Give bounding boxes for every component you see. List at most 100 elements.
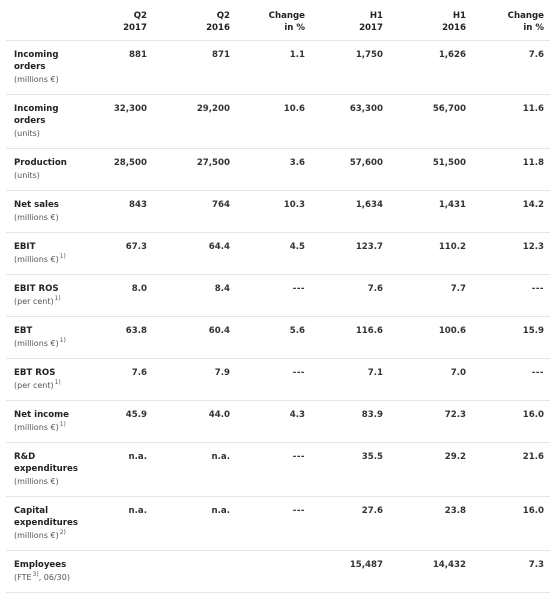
row-unit-text: (units)	[14, 129, 40, 138]
row-unit: (FTE3), 06/30)	[14, 572, 86, 584]
value-cell: 15,487	[309, 550, 386, 593]
value-cell: 8.0	[86, 274, 152, 317]
row-label: Production	[14, 158, 67, 168]
row-label-cell: Capital expenditures (millions €)2)	[6, 496, 86, 551]
value-cell: 23.8	[386, 496, 470, 551]
value-cell: 56,700	[386, 94, 470, 149]
value-cell: 7.6	[470, 40, 550, 95]
row-unit-text: (millions €)	[14, 423, 59, 432]
value-cell: n.a.	[152, 442, 234, 497]
value-cell: 29.2	[386, 442, 470, 497]
table-row: EBT (millions €)1) 63.8 60.4 5.6 116.6 100.6 15…	[6, 316, 550, 359]
value-cell: 116.6	[309, 316, 386, 359]
row-label-cell: EBIT ROS (per cent)1)	[6, 274, 86, 317]
value-cell: 67.3	[86, 232, 152, 275]
value-cell: 881	[86, 40, 152, 95]
value-cell: 11.8	[470, 148, 550, 191]
table-row: Net income (millions €)1) 45.9 44.0 4.3 83.9 7…	[6, 400, 550, 443]
row-unit-text: (millions €)	[14, 477, 59, 486]
value-cell: n.a.	[86, 442, 152, 497]
value-cell: 14,432	[386, 550, 470, 593]
value-cell: 16.0	[470, 496, 550, 551]
row-unit-text: (per cent)	[14, 297, 54, 306]
footnote-marker: 1)	[54, 295, 61, 302]
value-cell: 64.4	[152, 232, 234, 275]
row-unit: (millions €)	[14, 476, 86, 488]
row-label-cell: EBT (millions €)1)	[6, 316, 86, 359]
row-label-cell: Incoming orders (units)	[6, 94, 86, 149]
value-cell: 764	[152, 190, 234, 233]
key-figures-table: Q2 2017 Q2 2016 Change in % H1 2017 H1	[6, 4, 550, 593]
value-cell: 16.0	[470, 400, 550, 443]
table-row: Net sales (millions €) 843 764 10.3 1,634 1,43…	[6, 190, 550, 233]
value-cell: 63,300	[309, 94, 386, 149]
value-cell: 27,500	[152, 148, 234, 191]
value-cell: 44.0	[152, 400, 234, 443]
footnote-marker: 1)	[54, 379, 61, 386]
value-cell: 15.9	[470, 316, 550, 359]
footnote-marker: 1)	[59, 337, 66, 344]
value-cell	[152, 550, 234, 593]
value-cell: 7.0	[386, 358, 470, 401]
value-cell: 51,500	[386, 148, 470, 191]
value-cell: 28,500	[86, 148, 152, 191]
header-change-h1: Change in %	[470, 4, 550, 41]
header-row: Q2 2017 Q2 2016 Change in % H1 2017 H1	[6, 4, 550, 41]
footnote-marker: 1)	[59, 253, 66, 260]
header-line1: Q2	[133, 11, 147, 21]
value-cell: 8.4	[152, 274, 234, 317]
value-cell: 1,634	[309, 190, 386, 233]
row-unit: (millions €)1)	[14, 254, 86, 266]
value-cell: 1,626	[386, 40, 470, 95]
row-unit-text: (per cent)	[14, 381, 54, 390]
value-cell: 10.3	[234, 190, 309, 233]
key-figures-page: Q2 2017 Q2 2016 Change in % H1 2017 H1	[6, 4, 550, 593]
row-label: EBT	[14, 326, 33, 336]
value-cell: 7.1	[309, 358, 386, 401]
row-label: EBIT	[14, 242, 36, 252]
row-label-cell: Net income (millions €)1)	[6, 400, 86, 443]
row-unit-text: (millions €)	[14, 339, 59, 348]
row-unit-text: (millions €)	[14, 213, 59, 222]
row-unit-tail: , 06/30)	[38, 573, 70, 582]
row-label-cell: R&D expenditures (millions €)	[6, 442, 86, 497]
value-cell: 45.9	[86, 400, 152, 443]
header-line1: Q2	[216, 11, 230, 21]
row-label-cell: Production (units)	[6, 148, 86, 191]
row-unit-text: (millions €)	[14, 255, 59, 264]
value-cell: 7.6	[86, 358, 152, 401]
header-h1-2017: H1 2017	[309, 4, 386, 41]
row-unit: (per cent)1)	[14, 296, 86, 308]
row-label: Net sales	[14, 200, 59, 210]
value-cell: 123.7	[309, 232, 386, 275]
table-row: EBIT ROS (per cent)1) 8.0 8.4 --- 7.6 7.7 ---	[6, 274, 550, 317]
value-cell: 4.3	[234, 400, 309, 443]
row-label: Capital expenditures	[14, 506, 78, 528]
value-cell: 100.6	[386, 316, 470, 359]
table-body: Incoming orders (millions €) 881 871 1.1 1,75…	[6, 40, 550, 593]
value-cell: 1,750	[309, 40, 386, 95]
row-unit: (units)	[14, 128, 86, 140]
value-cell: 10.6	[234, 94, 309, 149]
row-unit: (millions €)1)	[14, 338, 86, 350]
value-cell: ---	[234, 358, 309, 401]
value-cell: ---	[234, 274, 309, 317]
row-label: Incoming orders	[14, 50, 59, 72]
value-cell: 32,300	[86, 94, 152, 149]
value-cell: 871	[152, 40, 234, 95]
row-label-cell: Net sales (millions €)	[6, 190, 86, 233]
value-cell: 3.6	[234, 148, 309, 191]
header-h1-2016: H1 2016	[386, 4, 470, 41]
table-row: Incoming orders (millions €) 881 871 1.1 1,75…	[6, 40, 550, 95]
value-cell: n.a.	[152, 496, 234, 551]
value-cell: 35.5	[309, 442, 386, 497]
value-cell	[234, 550, 309, 593]
value-cell	[86, 550, 152, 593]
value-cell: 7.7	[386, 274, 470, 317]
row-unit: (millions €)	[14, 74, 86, 86]
header-change-q2: Change in %	[234, 4, 309, 41]
value-cell: ---	[470, 274, 550, 317]
value-cell: 110.2	[386, 232, 470, 275]
value-cell: 4.5	[234, 232, 309, 275]
value-cell: 12.3	[470, 232, 550, 275]
